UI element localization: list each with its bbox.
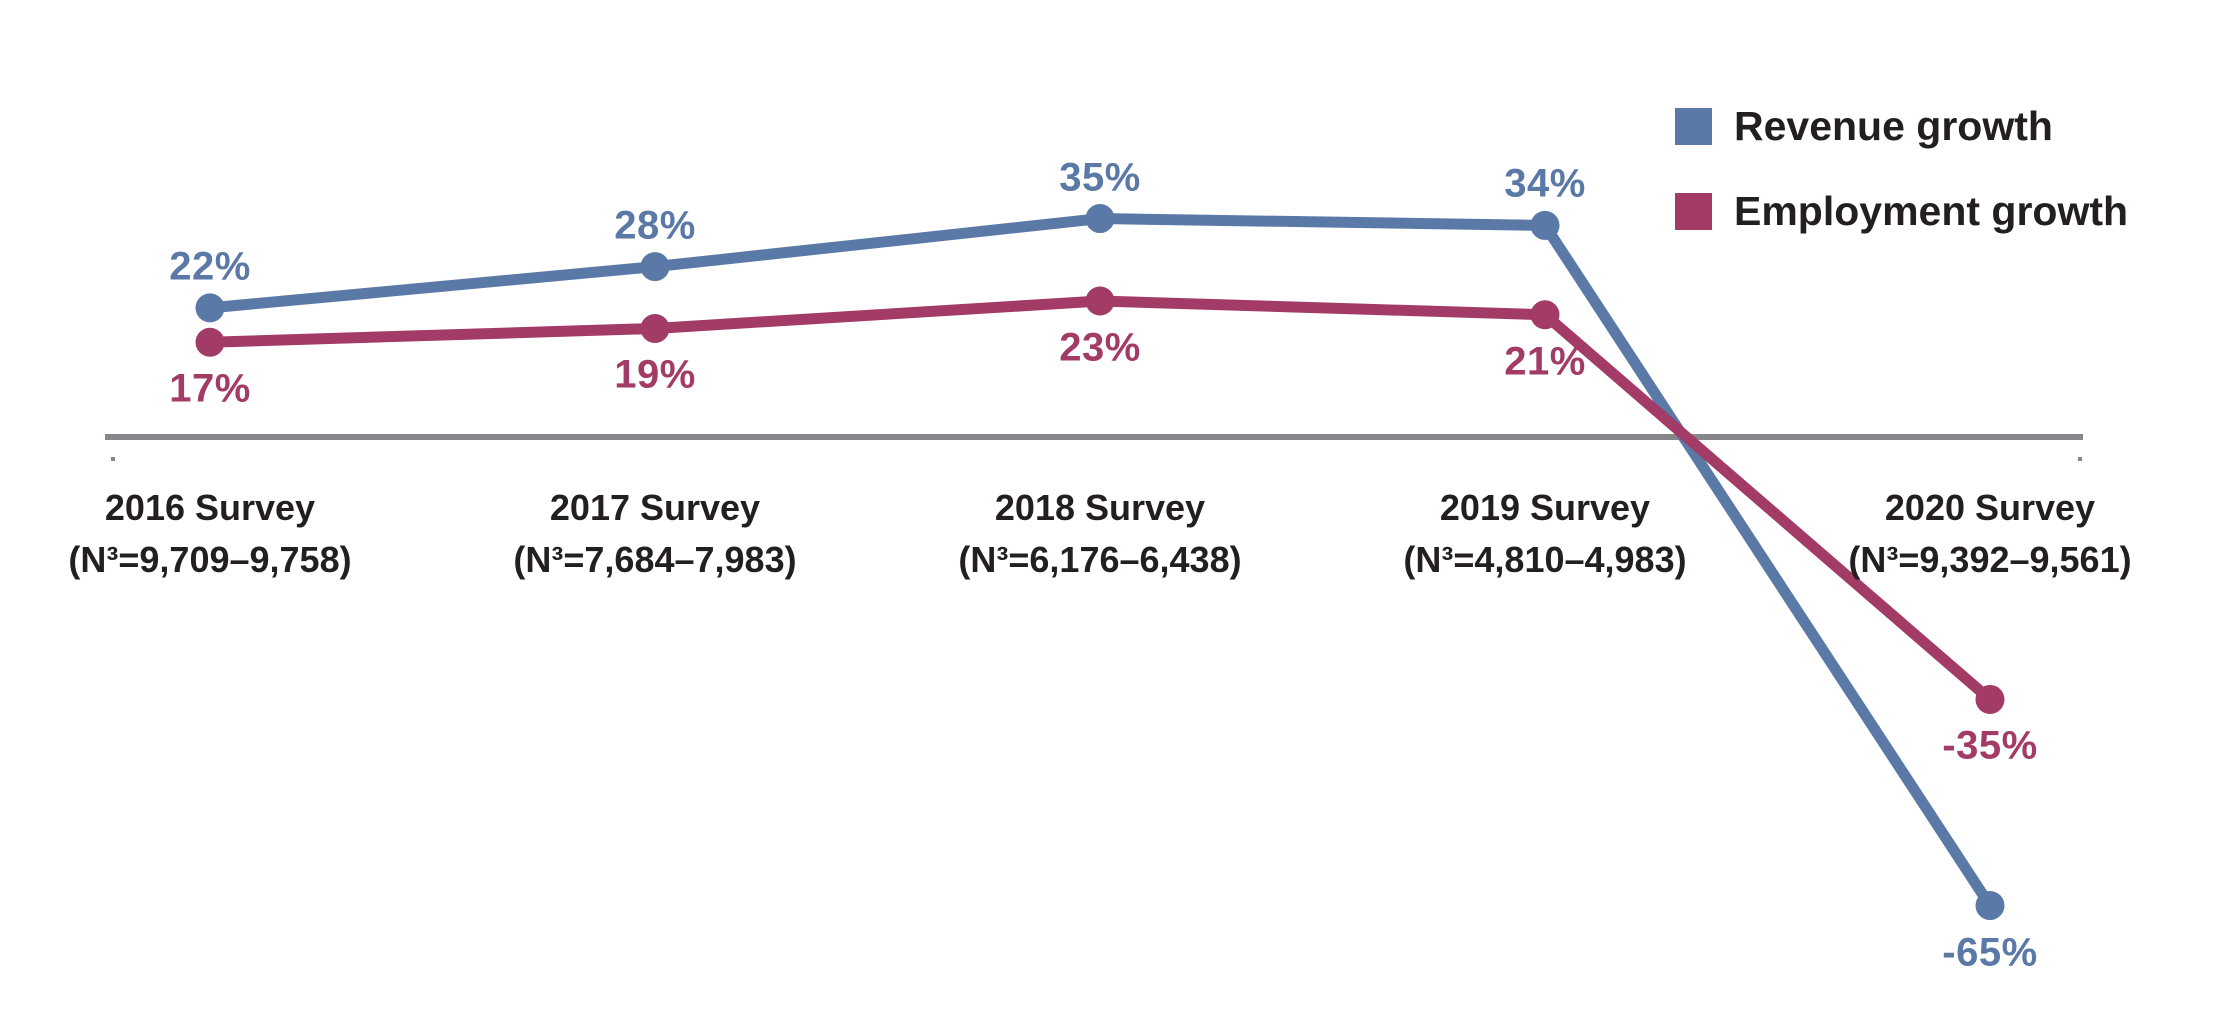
x-axis-end-tick <box>2078 457 2082 461</box>
legend: Revenue growth Employment growth <box>1675 103 2128 278</box>
x-axis-end-tick <box>111 457 115 461</box>
data-point-1-1 <box>640 313 670 343</box>
legend-swatch-revenue-growth <box>1675 108 1712 145</box>
legend-label-employment-growth: Employment growth <box>1734 188 2129 234</box>
data-point-0-0 <box>195 293 225 323</box>
legend-swatch-employment-growth <box>1675 193 1712 230</box>
data-point-1-0 <box>195 327 225 357</box>
legend-item-revenue-growth: Revenue growth <box>1675 103 2128 149</box>
legend-label-revenue-growth: Revenue growth <box>1734 103 2053 149</box>
data-point-1-4 <box>1975 684 2005 714</box>
data-point-0-1 <box>640 252 670 282</box>
data-point-0-4 <box>1975 891 2005 921</box>
data-point-1-3 <box>1530 300 1560 330</box>
legend-item-employment-growth: Employment growth <box>1675 188 2128 234</box>
data-point-1-2 <box>1085 286 1115 316</box>
series-line-0 <box>204 213 1996 912</box>
data-point-0-2 <box>1085 204 1115 234</box>
data-point-0-3 <box>1530 210 1560 240</box>
